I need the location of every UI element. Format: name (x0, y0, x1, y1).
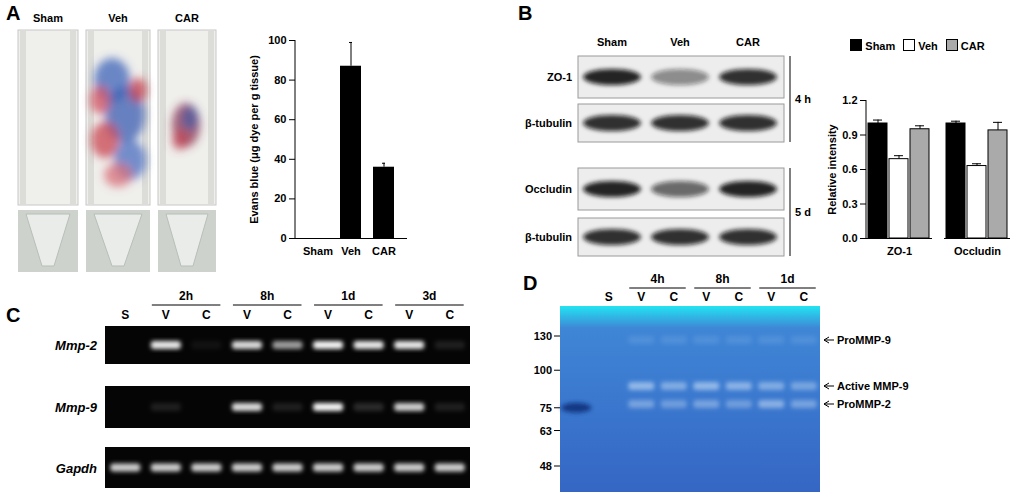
svg-text:C: C (364, 308, 373, 322)
svg-text:V: V (324, 308, 332, 322)
svg-text:Sham: Sham (33, 12, 63, 24)
svg-text:0.6: 0.6 (842, 163, 857, 175)
svg-text:0.0: 0.0 (842, 232, 857, 244)
svg-text:V: V (405, 308, 413, 322)
svg-text:D: D (523, 272, 537, 294)
svg-text:Mmp-2: Mmp-2 (55, 338, 98, 353)
svg-text:130: 130 (534, 330, 552, 342)
svg-text:1d: 1d (341, 289, 355, 303)
svg-text:5 d: 5 d (795, 206, 811, 218)
svg-text:B: B (518, 2, 532, 24)
svg-text:Evans blue (μg dye per g tissu: Evans blue (μg dye per g tissue) (248, 55, 260, 224)
svg-text:Relative intensity: Relative intensity (826, 123, 838, 214)
svg-text:ProMMP-9: ProMMP-9 (837, 334, 891, 346)
svg-text:4 h: 4 h (795, 93, 811, 105)
svg-text:1d: 1d (780, 272, 794, 286)
svg-text:S: S (605, 290, 613, 304)
svg-text:75: 75 (540, 402, 552, 414)
svg-text:4h: 4h (650, 272, 664, 286)
svg-text:V: V (702, 290, 710, 304)
svg-text:1.2: 1.2 (842, 94, 857, 106)
svg-text:Occludin: Occludin (525, 183, 572, 195)
svg-text:0: 0 (280, 232, 286, 244)
svg-text:V: V (767, 290, 775, 304)
svg-text:ZO-1: ZO-1 (887, 245, 912, 257)
svg-text:40: 40 (274, 153, 286, 165)
svg-text:CAR: CAR (175, 12, 199, 24)
svg-text:Mmp-9: Mmp-9 (55, 400, 98, 415)
svg-text:C: C (6, 304, 20, 326)
svg-text:C: C (799, 290, 808, 304)
svg-text:100: 100 (268, 34, 286, 46)
svg-text:Sham: Sham (597, 36, 627, 48)
svg-text:Gapdh: Gapdh (56, 461, 97, 476)
svg-text:Occludin: Occludin (954, 245, 1001, 257)
svg-text:ZO-1: ZO-1 (547, 71, 572, 83)
svg-text:Active MMP-9: Active MMP-9 (837, 380, 909, 392)
svg-text:V: V (637, 290, 645, 304)
svg-text:60: 60 (274, 113, 286, 125)
svg-text:Veh: Veh (670, 36, 690, 48)
html-text:Veh: Veh (918, 39, 938, 52)
svg-text:CAR: CAR (372, 245, 396, 257)
svg-text:80: 80 (274, 74, 286, 86)
svg-text:V: V (243, 308, 251, 322)
svg-text:CAR: CAR (736, 36, 760, 48)
svg-text:0.3: 0.3 (842, 198, 857, 210)
svg-text:20: 20 (274, 192, 286, 204)
svg-text:ProMMP-2: ProMMP-2 (837, 398, 891, 410)
svg-text:Veh: Veh (108, 12, 128, 24)
svg-text:C: C (445, 308, 454, 322)
svg-text:V: V (162, 308, 170, 322)
svg-text:C: C (202, 308, 211, 322)
svg-text:0.9: 0.9 (842, 129, 857, 141)
svg-text:48: 48 (540, 460, 552, 472)
svg-text:S: S (121, 308, 129, 322)
svg-text:C: C (283, 308, 292, 322)
svg-text:C: C (669, 290, 678, 304)
svg-text:2h: 2h (179, 289, 193, 303)
svg-text:β-tubulin: β-tubulin (525, 117, 572, 129)
svg-text:8h: 8h (715, 272, 729, 286)
svg-text:3d: 3d (422, 289, 436, 303)
svg-text:β-tubulin: β-tubulin (525, 231, 572, 243)
svg-text:C: C (734, 290, 743, 304)
svg-text:100: 100 (534, 364, 552, 376)
svg-text:8h: 8h (260, 289, 274, 303)
svg-text:63: 63 (540, 425, 552, 437)
svg-text:Veh: Veh (341, 245, 361, 257)
svg-text:A: A (6, 2, 20, 24)
html-text:Sham: Sham (865, 39, 896, 52)
svg-text:Sham: Sham (303, 245, 333, 257)
html-text:CAR: CAR (960, 39, 985, 52)
